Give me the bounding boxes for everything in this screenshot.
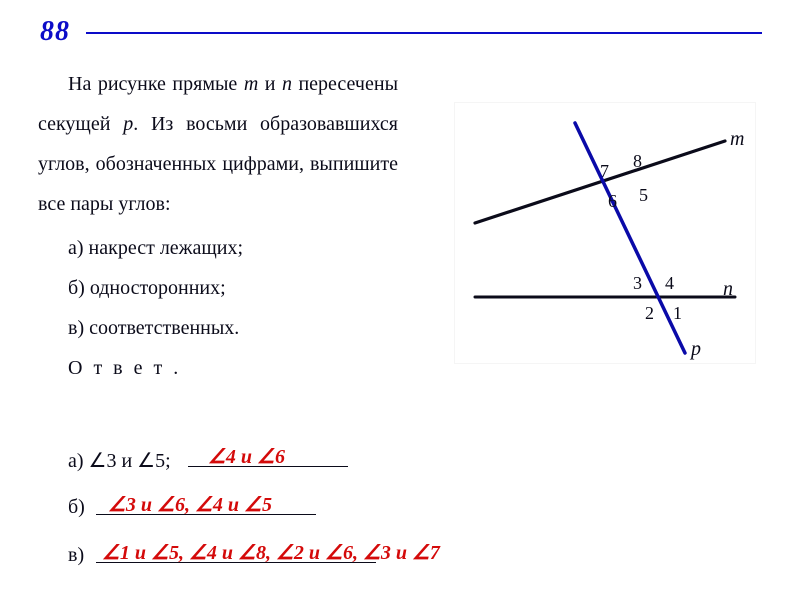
problem-body: На рисунке прямые m и n пересечены секущ…: [38, 64, 398, 388]
line-p: [575, 123, 685, 353]
answer-line-b: б) ∠3 и ∠6, ∠4 и ∠5: [38, 488, 738, 530]
answer-line-c: в) ∠1 и ∠5, ∠4 и ∠8, ∠2 и ∠6, ∠3 и ∠7: [38, 536, 738, 578]
item-a: а) накрест лежащих;: [38, 228, 398, 268]
problem-number: 88: [40, 16, 70, 48]
diagram-label-p: p: [689, 338, 701, 360]
answer-a-handwriting: ∠4 и ∠6: [208, 444, 285, 469]
line-m: [475, 141, 725, 223]
header: 88: [38, 20, 762, 50]
header-rule: [86, 32, 762, 34]
diagram-svg: m n p 7 86 5 3 421: [455, 103, 755, 363]
diagram-label-a3: 3: [633, 273, 642, 293]
answer-c-handwriting: ∠1 и ∠5, ∠4 и ∠8, ∠2 и ∠6, ∠3 и ∠7: [102, 540, 440, 565]
diagram-label-a6: 6: [608, 191, 617, 211]
answer-a-prefix: а) ∠3 и ∠5;: [38, 448, 171, 473]
answers-block: а) ∠3 и ∠5; ∠4 и ∠6 б) ∠3 и ∠6, ∠4 и ∠5 …: [38, 440, 738, 584]
diagram-label-a4: 4: [665, 273, 674, 293]
diagram-label-n: n: [723, 278, 733, 300]
answer-b-prefix: б): [38, 496, 85, 519]
item-c: в) соответственных.: [38, 308, 398, 348]
answer-b-handwriting: ∠3 и ∠6, ∠4 и ∠5: [108, 492, 272, 517]
answer-line-a: а) ∠3 и ∠5; ∠4 и ∠6: [38, 440, 738, 482]
diagram-label-a2: 2: [645, 303, 654, 323]
diagram-label-m: m: [730, 128, 744, 150]
answer-label: О т в е т .: [38, 348, 398, 388]
problem-paragraph: На рисунке прямые m и n пересечены секущ…: [38, 64, 398, 224]
diagram-label-a8: 8: [633, 151, 642, 171]
diagram: m n p 7 86 5 3 421: [454, 102, 756, 364]
diagram-label-a5: 5: [639, 185, 648, 205]
item-b: б) односторонних;: [38, 268, 398, 308]
diagram-label-a7: 7: [600, 161, 609, 181]
answer-c-prefix: в): [38, 544, 84, 567]
diagram-label-a1: 1: [673, 303, 682, 323]
